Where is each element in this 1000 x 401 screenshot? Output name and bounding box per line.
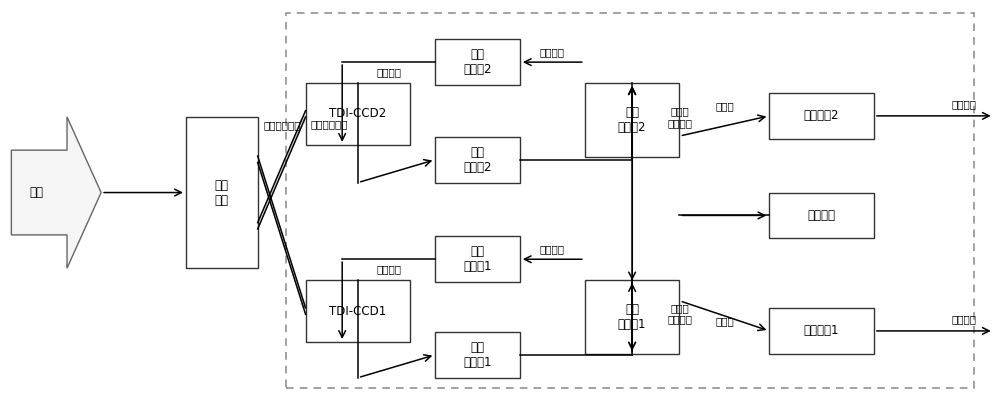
Text: 时钟电路: 时钟电路: [808, 209, 836, 222]
Text: 图像下行: 图像下行: [951, 99, 976, 109]
Text: 驱动信号: 驱动信号: [376, 264, 401, 274]
Text: 成像
控制器2: 成像 控制器2: [618, 106, 646, 134]
Bar: [306, 280, 410, 342]
Text: 时序信号: 时序信号: [540, 244, 565, 254]
Text: 图像下行: 图像下行: [951, 314, 976, 324]
Text: 数字化
视频信号: 数字化 视频信号: [667, 107, 692, 128]
Text: 图像包: 图像包: [715, 316, 734, 326]
Bar: [435, 137, 520, 182]
Text: TDI-CCD1: TDI-CCD1: [329, 304, 387, 318]
Text: 时序信号: 时序信号: [540, 47, 565, 57]
Bar: [186, 117, 258, 268]
Bar: [769, 93, 874, 139]
Text: 光学
系统: 光学 系统: [215, 178, 229, 207]
Bar: [769, 308, 874, 354]
Text: 图像包: 图像包: [715, 101, 734, 111]
Bar: [769, 192, 874, 238]
Text: 时序
驱动器2: 时序 驱动器2: [463, 48, 492, 76]
Text: 高速数传1: 高速数传1: [804, 324, 839, 337]
Bar: [435, 236, 520, 282]
Text: 时序
驱动器1: 时序 驱动器1: [463, 245, 492, 273]
Bar: [585, 280, 679, 354]
Text: 模拟视频信号: 模拟视频信号: [310, 119, 348, 129]
Polygon shape: [11, 117, 101, 268]
Bar: [585, 83, 679, 157]
Text: 数字化
视频信号: 数字化 视频信号: [667, 303, 692, 324]
Bar: [435, 39, 520, 85]
Bar: [306, 83, 410, 145]
Text: 视频
处理器1: 视频 处理器1: [463, 341, 492, 369]
Text: 高速数传2: 高速数传2: [804, 109, 839, 122]
Bar: [435, 332, 520, 378]
Text: 模拟视频信号: 模拟视频信号: [263, 120, 301, 130]
Text: TDI-CCD2: TDI-CCD2: [329, 107, 387, 120]
Bar: [286, 13, 974, 388]
Text: 成像
控制器1: 成像 控制器1: [618, 303, 646, 331]
Text: 驱动信号: 驱动信号: [376, 67, 401, 77]
Text: 视频
处理器2: 视频 处理器2: [463, 146, 492, 174]
Text: 景物: 景物: [29, 186, 43, 199]
